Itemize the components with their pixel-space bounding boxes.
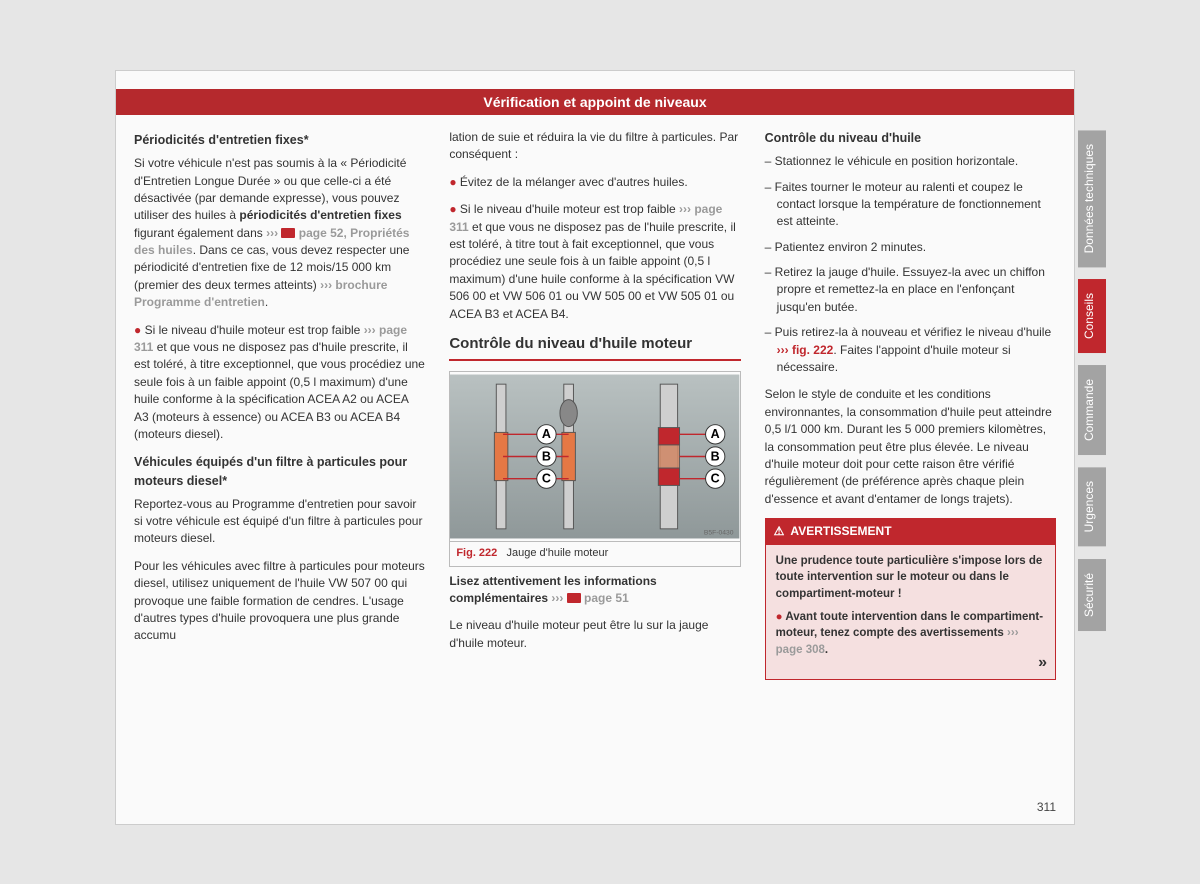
step-3: Patientez environ 2 minutes. — [765, 239, 1056, 256]
bullet-icon: ● — [134, 323, 145, 337]
warning-heading: AVERTISSEMENT — [766, 519, 1055, 544]
cross-ref-link[interactable]: page 51 — [584, 591, 629, 605]
text: Évitez de la mélanger avec d'autres huil… — [460, 175, 688, 189]
ref-marker: ››› — [551, 591, 566, 605]
para-consumption: Selon le style de conduite et les condit… — [765, 386, 1056, 508]
svg-text:B: B — [542, 449, 551, 463]
bullet-icon: ● — [776, 611, 786, 623]
bullet-icon: ● — [449, 175, 460, 189]
svg-text:B: B — [711, 449, 720, 463]
step-4: Retirez la jauge d'huile. Essuyez-la ave… — [765, 264, 1056, 316]
warning-box: AVERTISSEMENT Une prudence toute particu… — [765, 518, 1056, 679]
text: et que vous ne disposez pas de l'huile p… — [449, 220, 735, 321]
text: Si le niveau d'huile moteur est trop fai… — [460, 202, 679, 216]
svg-text:B5F-0430: B5F-0430 — [704, 529, 734, 536]
tab-securite[interactable]: Sécurité — [1078, 559, 1106, 631]
book-icon — [281, 228, 295, 238]
svg-text:C: C — [542, 471, 551, 485]
step-5: Puis retirez-la à nouveau et vérifiez le… — [765, 324, 1056, 376]
section-heading-oil-check: Contrôle du niveau d'huile moteur — [449, 333, 740, 361]
bullet-oil-low-1: ● Si le niveau d'huile moteur est trop f… — [134, 322, 425, 444]
svg-text:A: A — [711, 427, 720, 441]
text: Si le niveau d'huile moteur est trop fai… — [145, 323, 364, 337]
figure-caption: Fig. 222 Jauge d'huile moteur — [450, 542, 739, 566]
ref-marker: ››› — [320, 278, 335, 292]
procedure-list: Stationnez le véhicule en position horiz… — [765, 153, 1056, 376]
bullet-icon: ● — [449, 202, 460, 216]
heading-periodicites: Périodicités d'entretien fixes* — [134, 131, 425, 149]
step-2: Faites tourner le moteur au ralenti et c… — [765, 179, 1056, 231]
para-diesel-2: Pour les véhicules avec filtre à particu… — [134, 558, 425, 645]
tab-donnees-techniques[interactable]: Données techniques — [1078, 130, 1106, 267]
figure-image: A B C A — [450, 372, 739, 542]
text: Puis retirez-la à nouveau et vérifiez le… — [775, 325, 1051, 339]
heading-controle-niveau: Contrôle du niveau d'huile — [765, 129, 1056, 147]
page-number: 311 — [1037, 800, 1056, 814]
svg-text:A: A — [542, 427, 551, 441]
bullet-avoid-mix: ● Évitez de la mélanger avec d'autres hu… — [449, 174, 740, 191]
para-diesel-1: Reportez-vous au Programme d'entretien p… — [134, 496, 425, 548]
continuation-arrow-icon: » — [1038, 651, 1047, 674]
dipstick-svg: A B C A — [450, 372, 739, 541]
para-periodicites: Si votre véhicule n'est pas soumis à la … — [134, 155, 425, 312]
para-oil-level-read: Le niveau d'huile moteur peut être lu su… — [449, 617, 740, 652]
warning-text-1: Une prudence toute particulière s'impose… — [776, 553, 1045, 603]
warning-text-2: ● Avant toute intervention dans le compa… — [776, 609, 1045, 659]
book-icon — [567, 593, 581, 603]
warning-body: Une prudence toute particulière s'impose… — [766, 545, 1055, 679]
tab-urgences[interactable]: Urgences — [1078, 467, 1106, 546]
tab-conseils[interactable]: Conseils — [1078, 279, 1106, 353]
figure-222: A B C A — [449, 371, 740, 567]
text: figurant également dans — [134, 226, 266, 240]
tab-commande[interactable]: Commande — [1078, 365, 1106, 455]
page-banner: Vérification et appoint de niveaux — [116, 89, 1074, 115]
manual-page: Vérification et appoint de niveaux Pério… — [115, 70, 1075, 825]
svg-text:C: C — [711, 471, 720, 485]
figure-caption-text: Jauge d'huile moteur — [506, 547, 608, 559]
text: Avant toute intervention dans le compart… — [776, 611, 1043, 640]
content-columns: Périodicités d'entretien fixes* Si votre… — [134, 129, 1056, 792]
figure-number: Fig. 222 — [456, 547, 497, 559]
bullet-oil-low-2: ● Si le niveau d'huile moteur est trop f… — [449, 201, 740, 323]
figure-ref-link[interactable]: ››› fig. 222 — [777, 343, 834, 357]
text: . — [825, 644, 828, 656]
side-tabs: Données techniques Conseils Commande Urg… — [1078, 130, 1106, 643]
para-continuation: lation de suie et réduira la vie du filt… — [449, 129, 740, 164]
text: et que vous ne disposez pas d'huile pres… — [134, 340, 425, 441]
step-1: Stationnez le véhicule en position horiz… — [765, 153, 1056, 170]
heading-diesel-filter: Véhicules équipés d'un filtre à particul… — [134, 453, 425, 489]
para-read-info: Lisez attentivement les informations com… — [449, 573, 740, 608]
text-bold: périodicités d'entretien fixes — [239, 208, 401, 222]
text: . — [265, 295, 268, 309]
ref-marker: ››› — [266, 226, 281, 240]
